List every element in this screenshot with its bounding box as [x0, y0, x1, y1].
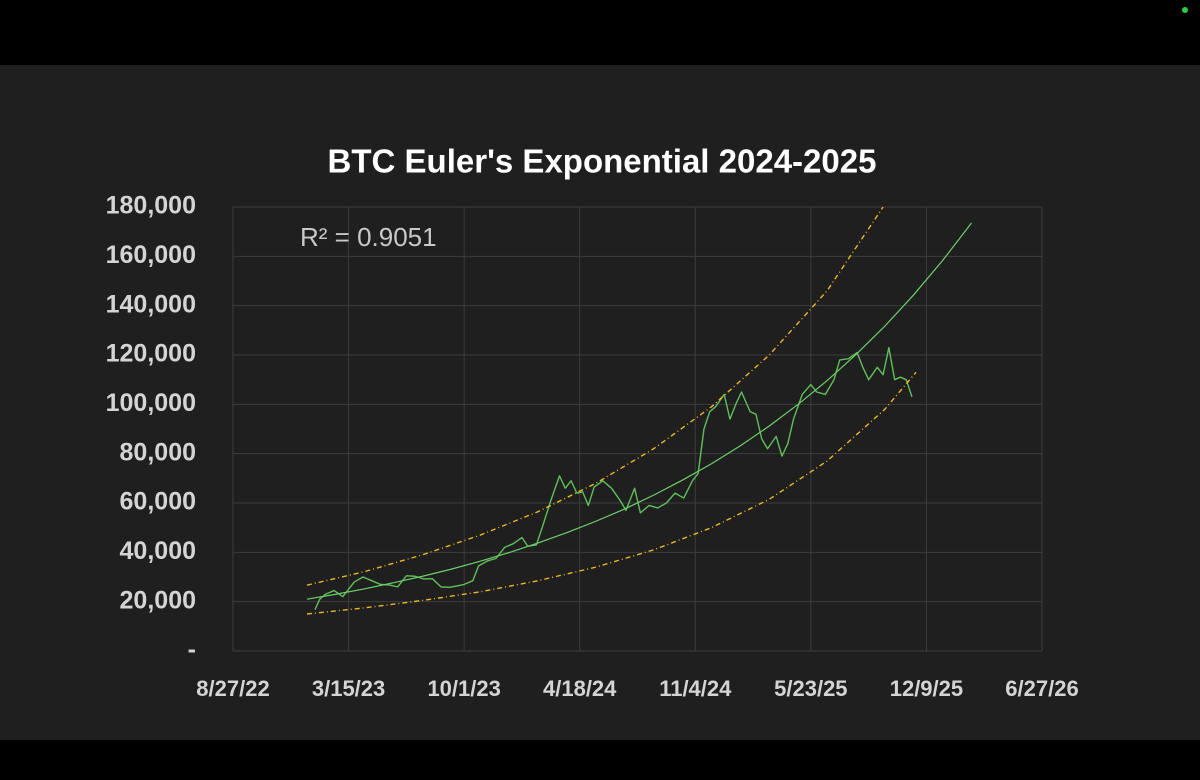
y-tick-label: 80,000 — [120, 438, 196, 466]
x-tick-label: 4/18/24 — [543, 676, 617, 701]
x-tick-label: 3/15/23 — [312, 676, 385, 701]
series-line — [306, 206, 884, 586]
chart-background — [0, 65, 1200, 740]
grid: - 20,000 40,000 60,000 80,000 100,000 120,000 1… — [106, 192, 1079, 701]
y-tick-label: 120,000 — [106, 340, 196, 368]
series-line — [306, 222, 972, 600]
x-tick-label: 10/1/23 — [427, 676, 500, 701]
y-tick-label: - — [188, 636, 196, 664]
status-dot — [1182, 7, 1188, 13]
series-line — [314, 346, 913, 610]
x-tick-label: 6/27/26 — [1005, 676, 1078, 701]
x-tick-label: 12/9/25 — [890, 676, 963, 701]
y-tick-label: 100,000 — [106, 389, 196, 417]
r-squared-annotation: R² = 0.9051 — [300, 222, 437, 252]
y-tick-label: 60,000 — [120, 488, 196, 516]
y-tick-label: 20,000 — [120, 586, 196, 614]
y-tick-label: 140,000 — [106, 290, 196, 318]
x-tick-label: 8/27/22 — [196, 676, 269, 701]
y-tick-label: 160,000 — [106, 241, 196, 269]
chart-title: BTC Euler's Exponential 2024-2025 — [328, 143, 877, 180]
y-tick-label: 40,000 — [120, 537, 196, 565]
x-tick-label: 11/4/24 — [659, 676, 732, 701]
y-tick-label: 180,000 — [106, 192, 196, 220]
plot — [306, 206, 972, 615]
x-tick-label: 5/23/25 — [774, 676, 847, 701]
bottom-bar — [0, 740, 1200, 780]
top-bar — [0, 0, 1200, 65]
